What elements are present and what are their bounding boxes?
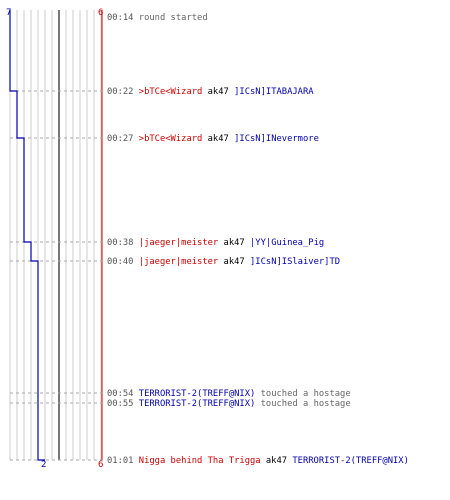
killer-name: >bTCe<Wizard [139, 87, 203, 97]
event-row: 00:22 >bTCe<Wizard ak47 ]ICsN]ITABAJARA [107, 87, 314, 97]
event-text: 00:38 |jaeger|meister ak47 |YY|Guinea_Pi… [107, 238, 324, 248]
event-row: 00:27 >bTCe<Wizard ak47 ]ICsN]INevermore [107, 134, 319, 144]
event-list: 00:14 round started 00:22 >bTCe<Wizard ak… [107, 13, 409, 466]
event-row: 00:14 round started [107, 13, 208, 23]
event-time: 01:01 [107, 456, 133, 466]
event-time: 00:14 [107, 13, 133, 23]
weapon-name: ak47 [224, 238, 245, 248]
event-guide-lines [10, 90, 106, 461]
victim-name: TERRORIST-2(TREFF@NIX) [292, 456, 409, 466]
event-text: 00:22 >bTCe<Wizard ak47 ]ICsN]ITABAJARA [107, 87, 314, 97]
event-row: 01:01 Nigga behind Tha Trigga ak47 TERRO… [107, 456, 409, 466]
event-text: 00:54 TERRORIST-2(TREFF@NIX) touched a h… [107, 389, 351, 399]
event-description: touched a hostage [261, 399, 351, 409]
t-count-bottom: 6 [98, 460, 103, 470]
ct-count-top: 7 [6, 8, 11, 18]
ct-count-bottom: 2 [41, 460, 46, 470]
ct-alive-step-line [9, 10, 45, 461]
t-count-top: 6 [98, 8, 103, 18]
weapon-name: ak47 [224, 257, 245, 267]
weapon-name: ak47 [208, 134, 229, 144]
event-text: 00:27 >bTCe<Wizard ak47 ]ICsN]INevermore [107, 134, 319, 144]
event-description: touched a hostage [261, 389, 351, 399]
killer-name: |jaeger|meister [139, 238, 218, 248]
event-time: 00:55 [107, 399, 133, 409]
event-text: 00:14 round started [107, 13, 208, 23]
actor-name: TERRORIST-2(TREFF@NIX) [139, 389, 256, 399]
event-text: 00:40 |jaeger|meister ak47 ]ICsN]ISlaive… [107, 257, 340, 267]
killer-name: Nigga behind Tha Trigga [139, 456, 261, 466]
event-time: 00:22 [107, 87, 133, 97]
victim-name: ]ICsN]ISlaiver]TD [250, 257, 340, 267]
alive-count-labels: 7 6 2 6 [6, 8, 103, 470]
timeline-grid [9, 10, 103, 460]
victim-name: |YY|Guinea_Pig [250, 238, 324, 248]
event-text: 00:55 TERRORIST-2(TREFF@NIX) touched a h… [107, 399, 351, 409]
actor-name: TERRORIST-2(TREFF@NIX) [139, 399, 256, 409]
victim-name: ]ICsN]ITABAJARA [234, 87, 314, 97]
event-row: 00:40 |jaeger|meister ak47 ]ICsN]ISlaive… [107, 257, 340, 267]
event-row: 00:54 TERRORIST-2(TREFF@NIX) touched a h… [107, 389, 351, 399]
weapon-name: ak47 [208, 87, 229, 97]
killer-name: >bTCe<Wizard [139, 134, 203, 144]
event-row: 00:38 |jaeger|meister ak47 |YY|Guinea_Pi… [107, 238, 324, 248]
victim-name: ]ICsN]INevermore [234, 134, 319, 144]
event-time: 00:40 [107, 257, 133, 267]
event-time: 00:27 [107, 134, 133, 144]
event-time: 00:54 [107, 389, 133, 399]
event-row: 00:55 TERRORIST-2(TREFF@NIX) touched a h… [107, 399, 351, 409]
ct-alive-step [9, 10, 45, 461]
event-description: round started [139, 13, 208, 23]
event-text: 01:01 Nigga behind Tha Trigga ak47 TERRO… [107, 456, 409, 466]
killer-name: |jaeger|meister [139, 257, 218, 267]
weapon-name: ak47 [266, 456, 287, 466]
event-time: 00:38 [107, 238, 133, 248]
